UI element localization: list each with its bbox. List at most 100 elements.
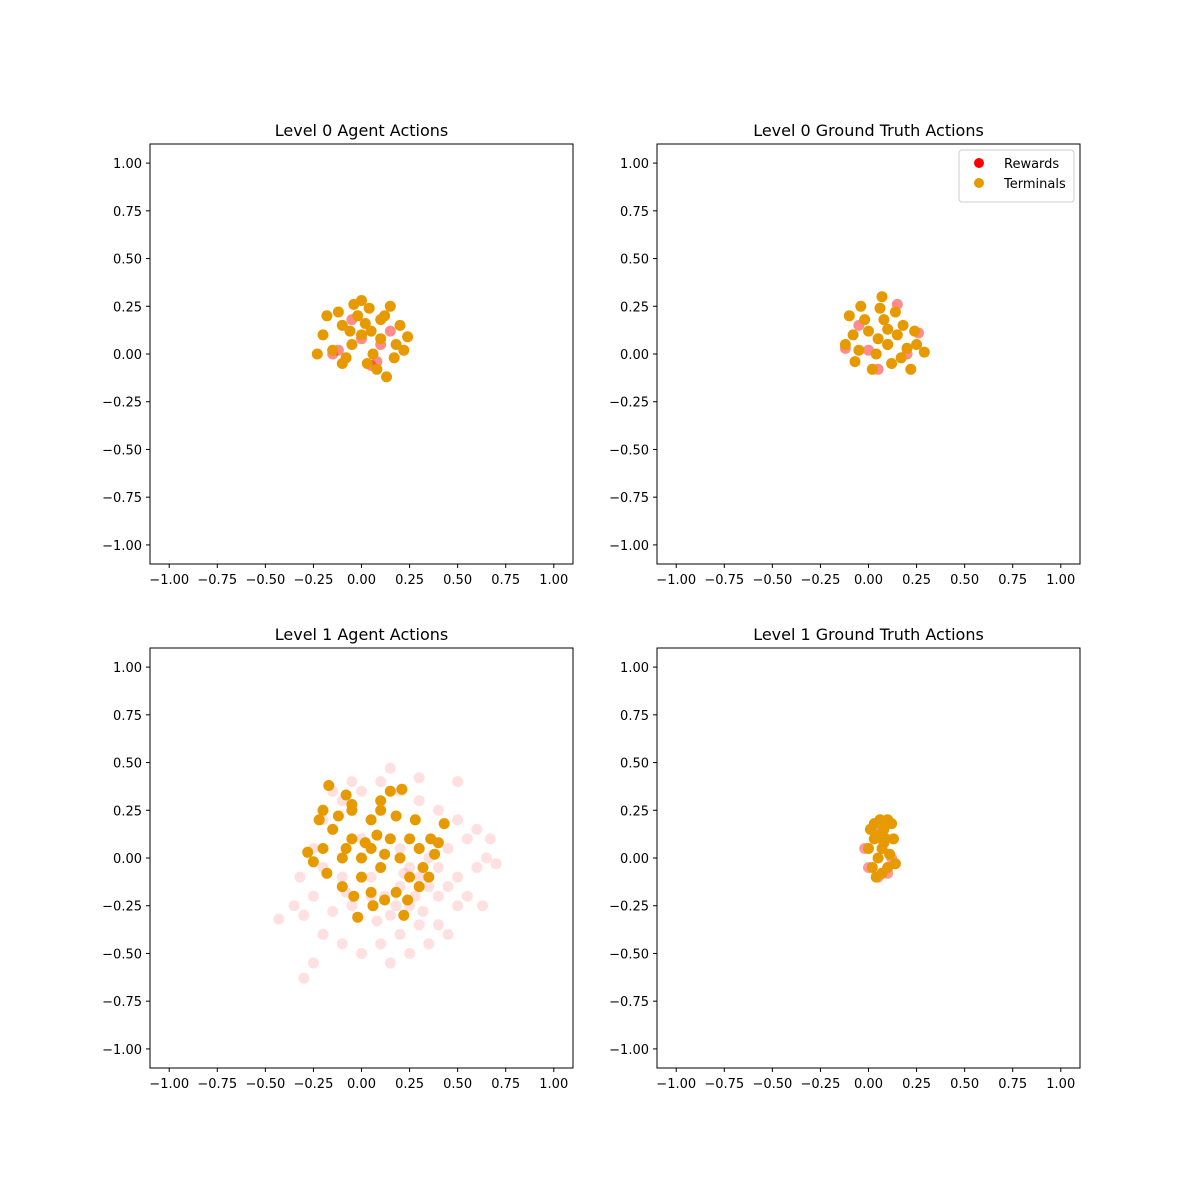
data-point-rewards xyxy=(423,881,435,893)
x-tick-label: −0.75 xyxy=(704,573,744,588)
y-tick-label: 1.00 xyxy=(113,661,142,676)
series-terminals xyxy=(839,291,930,375)
y-tick-label: −0.75 xyxy=(102,491,142,506)
data-point-terminals xyxy=(375,333,387,345)
data-point-terminals xyxy=(872,852,884,864)
data-point-rewards xyxy=(452,814,464,826)
data-point-terminals xyxy=(394,852,406,864)
y-tick-label: 0.00 xyxy=(113,852,142,867)
data-point-terminals xyxy=(332,306,344,318)
data-point-terminals xyxy=(438,818,450,830)
data-point-rewards xyxy=(356,785,367,797)
data-point-terminals xyxy=(323,780,335,791)
data-point-rewards xyxy=(442,881,454,893)
subplot-level-0-agent-actions: Level 0 Agent Actions −1.00 −0.75 −0.50 −0.2… xyxy=(102,121,574,588)
data-point-terminals xyxy=(905,363,917,375)
subplot-level-1-ground-truth-actions: Level 1 Ground Truth Actions −1.00 −0.75 −0… xyxy=(609,625,1081,1092)
data-point-terminals xyxy=(432,837,444,849)
data-point-rewards xyxy=(423,938,435,950)
data-point-terminals xyxy=(863,325,874,337)
data-point-terminals xyxy=(390,339,402,350)
data-point-rewards xyxy=(273,913,285,925)
y-tick-label: 0.25 xyxy=(620,300,649,315)
y-tick-label: −0.50 xyxy=(609,443,649,458)
data-point-terminals xyxy=(849,356,861,368)
y-tick-label: 1.00 xyxy=(113,157,142,172)
y-tick-label: 0.50 xyxy=(620,757,649,772)
y-tick-label: 1.00 xyxy=(620,157,649,172)
x-tick-label: −1.00 xyxy=(656,1077,696,1092)
data-point-terminals xyxy=(866,862,878,873)
x-tick-label: 1.00 xyxy=(1046,1077,1075,1092)
data-point-terminals xyxy=(332,810,344,822)
data-point-terminals xyxy=(348,298,360,310)
data-point-terminals xyxy=(853,344,865,356)
data-point-terminals xyxy=(409,814,421,826)
data-point-terminals xyxy=(859,314,871,326)
data-point-rewards xyxy=(452,871,464,883)
x-tick-label: −0.25 xyxy=(294,573,334,588)
data-point-terminals xyxy=(346,339,358,350)
data-point-terminals xyxy=(356,871,367,883)
x-tick-label: 0.25 xyxy=(902,1077,931,1092)
legend-label-terminals: Terminals xyxy=(1003,177,1066,192)
data-point-rewards xyxy=(471,862,483,873)
data-point-rewards xyxy=(481,852,492,864)
data-point-rewards xyxy=(413,795,425,807)
y-tick-label: 0.75 xyxy=(620,205,649,220)
data-point-terminals xyxy=(379,894,391,906)
data-point-terminals xyxy=(344,325,356,337)
x-tick-label: −1.00 xyxy=(149,1077,189,1092)
subplot-level-1-agent-actions: Level 1 Agent Actions −1.00 −0.75 −0.50 −0.2… xyxy=(102,625,574,1092)
data-point-terminals xyxy=(886,358,898,369)
data-point-terminals xyxy=(384,785,396,797)
data-point-terminals xyxy=(413,843,425,854)
plot-area xyxy=(311,295,414,383)
data-point-rewards xyxy=(413,772,425,784)
data-point-terminals xyxy=(317,843,329,854)
x-tick-label: 0.25 xyxy=(395,1077,424,1092)
data-point-rewards xyxy=(432,890,444,902)
y-tick-label: 0.00 xyxy=(620,348,649,363)
data-point-terminals xyxy=(352,911,364,923)
y-tick-label: 0.25 xyxy=(113,804,142,819)
x-tick-label: 0.00 xyxy=(854,1077,883,1092)
x-tick-label: 0.25 xyxy=(395,573,424,588)
y-tick-label: 0.75 xyxy=(113,709,142,724)
data-point-terminals xyxy=(417,862,429,873)
data-point-terminals xyxy=(897,319,909,331)
data-point-terminals xyxy=(872,333,884,345)
data-point-terminals xyxy=(388,352,400,364)
y-tick-label: −0.75 xyxy=(102,995,142,1010)
x-tick-label: 0.50 xyxy=(950,573,979,588)
data-point-rewards xyxy=(461,833,473,845)
series-terminals xyxy=(302,780,450,923)
data-point-rewards xyxy=(307,890,319,902)
data-point-terminals xyxy=(390,886,402,898)
data-point-terminals xyxy=(878,837,890,849)
x-tick-label: −0.50 xyxy=(245,1077,285,1092)
data-point-terminals xyxy=(889,306,901,318)
y-tick-label: −1.00 xyxy=(609,539,649,554)
data-point-rewards xyxy=(484,833,496,845)
y-tick-label: 0.00 xyxy=(113,348,142,363)
y-tick-label: −1.00 xyxy=(609,1043,649,1058)
data-point-terminals xyxy=(371,829,383,841)
data-point-terminals xyxy=(321,867,333,879)
axes-frame xyxy=(656,143,1081,565)
data-point-terminals xyxy=(346,833,358,845)
data-point-terminals xyxy=(876,291,888,303)
data-point-rewards xyxy=(307,957,319,969)
x-tick-label: 0.75 xyxy=(998,573,1027,588)
data-point-rewards xyxy=(371,915,383,927)
data-point-rewards xyxy=(413,871,425,883)
data-point-terminals xyxy=(866,363,878,375)
data-point-rewards xyxy=(417,906,429,917)
data-point-rewards xyxy=(294,871,306,883)
y-tick-label: −0.75 xyxy=(609,995,649,1010)
data-point-rewards xyxy=(471,823,483,835)
chart-title: Level 1 Agent Actions xyxy=(275,625,448,644)
data-point-terminals xyxy=(340,789,352,801)
chart-title: Level 0 Agent Actions xyxy=(275,121,448,140)
data-point-terminals xyxy=(398,344,410,356)
